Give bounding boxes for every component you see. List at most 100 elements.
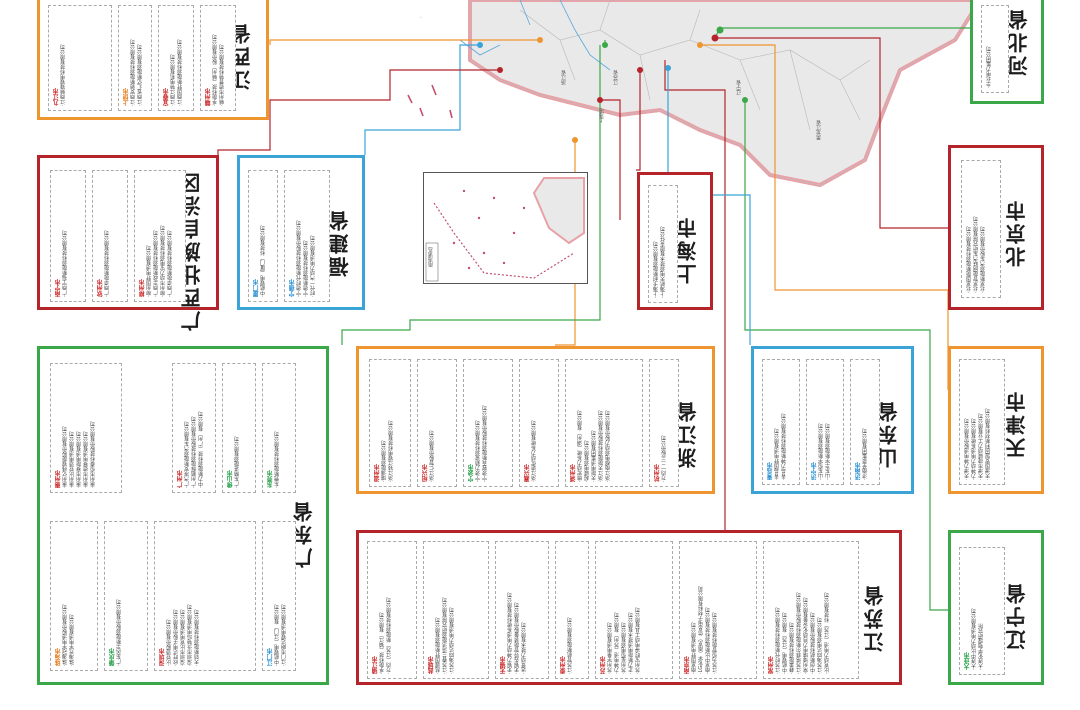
company-column: 九江市 ·江西赣锋锂电科技有限公司 <box>48 5 112 111</box>
company-column: 宜春市 ·江西江特电机有限公司 ·江西国轩新能源科技有限公司 <box>158 5 194 111</box>
company-list: 南宁市 ·广西宁福新能源科技有限公司 <box>55 230 68 297</box>
company-list: 广州市 ·广汽埃安新能源汽车有限公司 ·广州鹏辉能源科技股份有限公司 ·中力新能源科技… <box>177 411 204 488</box>
company-list: 镇江市 ·孚能科技（镇江）有限公司 ·万向（江苏）新能源科技有限公司 <box>372 597 392 674</box>
map-label-shanghai: 上海市 <box>599 108 605 123</box>
region-box-jiangxi: 江西省 赣州市 ·孚能科技（赣州）股份有限公司 ·赣州市德普特科技有限公司 宜春市 ·… <box>37 0 269 120</box>
company-list: ·上海卡耐新能源有限公司 ·上海航天电源技术有限责任公司 <box>653 226 666 298</box>
company-column: 深圳市 ·比亚迪股份有限公司 ·欣旺达电子股份有限公司 ·深圳市比克电池有限公司 ·深圳… <box>154 521 256 671</box>
company-list: 湖州市 ·微宏动力系统（湖州）有限公司 ·超威电源有限公司 ·天能电池集团有限公司 ·浙… <box>570 410 611 482</box>
company-column: 苏州市 ·苏州宇量电池有限公司 ·力神电池（苏州）有限公司 ·苏州星恒电源有限公司 ·正… <box>595 541 673 679</box>
region-box-shandong: 山东省 济南市 ·济南圣泉集团有限公司 济宁市 ·山东恒宇新能源有限公司 ·山东华宇新… <box>751 346 914 494</box>
region-title-tianjin: 天津市 <box>1005 389 1029 458</box>
company-column: 钦州市 ·广西卓能新能源科技有限公司 <box>92 170 128 302</box>
company-column: 厦门市 ·中航锂电（厦门）科技有限公司 <box>248 170 278 302</box>
svg-text:·: · <box>420 15 422 22</box>
company-list: 柳州市 ·柳州国轩电池有限公司 ·广西华政新能源科技有限公司 ·柳州市动力宝电源科技有… <box>139 225 173 297</box>
company-column: 珠海市 ·珠海冠宇电池股份有限公司 ·珠海光宇电池有限公司 <box>50 521 98 671</box>
company-list: 肇庆市 ·广东风华新能源股份有限公司 <box>109 599 122 666</box>
company-column: ·华北电力集团公司 <box>981 5 1009 93</box>
region-box-shanghai: 上海市 ·上海卡耐新能源有限公司 ·上海航天电源技术有限责任公司 <box>637 172 713 310</box>
company-column: 湖州市 ·微宏动力系统（湖州）有限公司 ·超威电源有限公司 ·天能电池集团有限公司 ·浙… <box>565 359 643 487</box>
map-label-heilongjiang: 黑龙江省 <box>816 120 822 140</box>
company-list: ·天津力神电池股份有限公司 ·力神动力电池系统有限公司 ·天津市捷威动力工业有限公司… <box>964 408 991 480</box>
company-list: 深圳市 ·比亚迪股份有限公司 ·欣旺达电子股份有限公司 ·深圳市比克电池有限公司 ·深圳… <box>159 604 200 666</box>
company-column: 无锡市 ·无锡力神动力电池系统科技有限公司 ·无锡先导智能装备股份有限公司 ·远景动力… <box>495 541 549 679</box>
company-column: 绍兴市 ·浙江仁智股份有限公司 <box>417 359 457 487</box>
company-list: 钦州市 ·广西卓能新能源科技有限公司 <box>97 230 110 297</box>
company-list: ·北京国能新能源科技有限公司 ·北京智能网联汽车研究院有限公司 ·北京新能源汽车股份… <box>966 216 986 293</box>
company-column: 杭州市 ·万向一二三股份公司 <box>649 359 679 487</box>
company-column: 盐城市 ·盐城国轩新能源有限公司 ·江苏春兰清洁能源研究院有限公司 ·江苏海四达动力电… <box>423 541 489 679</box>
company-list: ·华北电力集团公司 <box>986 46 992 88</box>
company-list: 绍兴市 ·浙江仁智股份有限公司 <box>422 430 435 482</box>
province-borders <box>519 0 871 131</box>
company-list: 杭州市 ·万向一二三股份公司 <box>654 435 667 482</box>
company-column: 泰州市 ·江苏智航新能源有限公司 <box>555 541 589 679</box>
company-column: ·天津力神电池股份有限公司 ·力神动力电池系统有限公司 ·天津市捷威动力工业有限公司… <box>959 359 1005 485</box>
region-box-liaoning: 辽宁省 大连市 ·大连中比动力电池有限公司 ·大连化学物理研究所 <box>948 530 1044 685</box>
company-list: 苏州市 ·苏州宇量电池有限公司 ·力神电池（苏州）有限公司 ·苏州星恒电源有限公司 ·正… <box>600 607 641 674</box>
company-column: 青岛市 ·青岛国轩电池有限公司 ·青岛力神新能源科技有限公司 <box>762 359 800 485</box>
region-box-guangxi: 广西壮族自治区 柳州市 ·柳州国轩电池有限公司 ·广西华政新能源科技有限公司 ·柳州市… <box>37 155 219 331</box>
map-label-zhejiang: 浙江省 <box>561 70 567 85</box>
company-column: 济宁市 ·山东恒宇新能源有限公司 ·山东华宇新能源有限公司 <box>806 359 844 485</box>
company-column: 上饶市 ·江西安驰新能源科技有限公司 ·江西省汇亿新能源有限公司 <box>118 5 152 111</box>
company-list: 江门市 ·中航锂电（江门）有限公司 ·江门市朗达锂电池有限公司 <box>267 604 287 666</box>
company-list: 惠州市 ·惠州亿纬锂能股份有限公司 ·惠州比亚迪电池有限公司 ·惠州市赛能电池有限公司… <box>55 421 96 488</box>
company-list: 宁德市 ·宁德时代新能源科技股份有限公司 ·宁德新能源科技有限公司 ·时代一汽动力电池… <box>289 220 316 297</box>
city-markers <box>477 26 748 143</box>
inset-label: 南海诸岛 <box>428 247 434 267</box>
company-list: 无锡市 ·无锡力神动力电池系统科技有限公司 ·无锡先导智能装备股份有限公司 ·远景动力… <box>500 592 527 674</box>
region-box-hebei: 河北省 ·华北电力集团公司 <box>970 0 1044 104</box>
region-box-jiangsu: 江苏省 常州市 ·江苏时代新能源科技有限公司 ·中航锂电（江苏）有限公司 ·蜂巢能源科… <box>356 530 902 685</box>
company-list: 南京市 ·南京国轩电池有限公司 ·LG化学（南京）信息电子材料有限公司 ·南京中比新能… <box>684 585 718 674</box>
map-label-jiangsu: 江苏省 <box>613 70 619 85</box>
company-list: 常州市 ·江苏时代新能源科技有限公司 ·中航锂电（江苏）有限公司 ·蜂巢能源科技有限公… <box>768 592 830 674</box>
company-list: 嘉兴市 ·浙江遨优动力系统有限公司 <box>524 420 537 482</box>
company-list: 宁波市 ·宁波力勤资源科技有限公司 ·宁波容百新能源科技股份有限公司 <box>468 405 488 482</box>
region-box-zhejiang: 浙江省 杭州市 ·万向一二三股份公司 湖州市 ·微宏动力系统（湖州）有限公司 ·超威电… <box>356 346 715 494</box>
region-title-beijing: 北京市 <box>1005 198 1029 267</box>
inset-map <box>425 177 585 282</box>
company-list: 珠海市 ·珠海冠宇电池股份有限公司 ·珠海光宇电池有限公司 <box>55 604 75 666</box>
company-list: 大连市 ·大连中比动力电池有限公司 ·大连化学物理研究所 <box>964 608 984 670</box>
region-box-beijing: 北京市 ·北京国能新能源科技有限公司 ·北京智能网联汽车研究院有限公司 ·北京新能源… <box>948 145 1044 310</box>
connector-lines <box>217 27 970 611</box>
company-column: 肇庆市 ·广东风华新能源股份有限公司 <box>104 521 148 671</box>
company-column: ·上海卡耐新能源有限公司 ·上海航天电源技术有限责任公司 <box>648 185 678 303</box>
company-list: 厦门市 ·中航锂电（厦门）科技有限公司 <box>253 225 266 297</box>
company-column: 常州市 ·江苏时代新能源科技有限公司 ·中航锂电（江苏）有限公司 ·蜂巢能源科技有限公… <box>763 541 859 679</box>
company-list: 宜春市 ·江西江特电机有限公司 ·江西国轩新能源科技有限公司 <box>163 39 183 106</box>
company-list: 上饶市 ·江西安驰新能源科技有限公司 ·江西省汇亿新能源有限公司 <box>123 39 143 106</box>
company-list: 济宁市 ·山东恒宇新能源有限公司 ·山东华宇新能源有限公司 <box>811 423 831 480</box>
company-list: 青岛市 ·青岛国轩电池有限公司 ·青岛力神新能源科技有限公司 <box>767 413 787 480</box>
company-column: ·北京国能新能源科技有限公司 ·北京智能网联汽车研究院有限公司 ·北京新能源汽车股份… <box>961 160 1001 298</box>
company-column: 柳州市 ·柳州国轩电池有限公司 ·广西华政新能源科技有限公司 ·柳州市动力宝电源科技有… <box>134 170 186 302</box>
company-column: 镇江市 ·孚能科技（镇江）有限公司 ·万向（江苏）新能源科技有限公司 <box>367 541 417 679</box>
company-column: 江门市 ·中航锂电（江门）有限公司 ·江门市朗达锂电池有限公司 <box>262 521 296 671</box>
region-box-fujian: 福建省 宁德市 ·宁德时代新能源科技股份有限公司 ·宁德新能源科技有限公司 ·时代一汽… <box>237 155 365 310</box>
island-marks <box>407 84 453 119</box>
region-title-liaoning: 辽宁省 <box>1005 581 1029 650</box>
south-china-sea-inset: 南海诸岛 <box>423 172 588 284</box>
company-list: 佛山市 ·广东精进能源有限公司 <box>227 436 240 488</box>
company-column: 赣州市 ·孚能科技（赣州）股份有限公司 ·赣州市德普特科技有限公司 <box>200 5 236 111</box>
company-column: 广州市 ·广汽埃安新能源汽车有限公司 ·广州鹏辉能源科技股份有限公司 ·中力新能源科技… <box>172 363 216 493</box>
company-column: 宁波市 ·宁波力勤资源科技有限公司 ·宁波容百新能源科技股份有限公司 <box>463 359 513 487</box>
company-list: 九江市 ·江西赣锋锂电科技有限公司 <box>53 44 66 106</box>
company-column: 大连市 ·大连中比动力电池有限公司 ·大连化学物理研究所 <box>959 547 1005 675</box>
company-column: 南京市 ·南京国轩电池有限公司 ·LG化学（南京）信息电子材料有限公司 ·南京中比新能… <box>679 541 757 679</box>
company-list: 东莞市 ·东莞新能源科技有限公司 <box>267 431 280 488</box>
company-column: 佛山市 ·广东精进能源有限公司 <box>222 363 256 493</box>
company-column: 宁德市 ·宁德时代新能源科技股份有限公司 ·宁德新能源科技有限公司 ·时代一汽动力电池… <box>284 170 330 302</box>
company-list: 温州市 ·瑞浦能源有限公司 ·浙江钱江锂电科技有限公司 <box>374 420 394 482</box>
company-list: 盐城市 ·盐城国轩新能源有限公司 ·江苏春兰清洁能源研究院有限公司 ·江苏海四达动力电… <box>428 597 455 674</box>
company-column: 济南市 ·济南圣泉集团有限公司 <box>850 359 880 485</box>
company-column: 南宁市 ·广西宁福新能源科技有限公司 <box>50 170 86 302</box>
company-column: 惠州市 ·惠州亿纬锂能股份有限公司 ·惠州比亚迪电池有限公司 ·惠州市赛能电池有限公司… <box>50 363 122 493</box>
region-title-jiangsu: 江苏省 <box>863 583 887 652</box>
company-column: 东莞市 ·东莞新能源科技有限公司 <box>262 363 296 493</box>
company-list: 泰州市 ·江苏智航新能源有限公司 <box>560 617 573 674</box>
company-column: 温州市 ·瑞浦能源有限公司 ·浙江钱江锂电科技有限公司 <box>369 359 411 487</box>
